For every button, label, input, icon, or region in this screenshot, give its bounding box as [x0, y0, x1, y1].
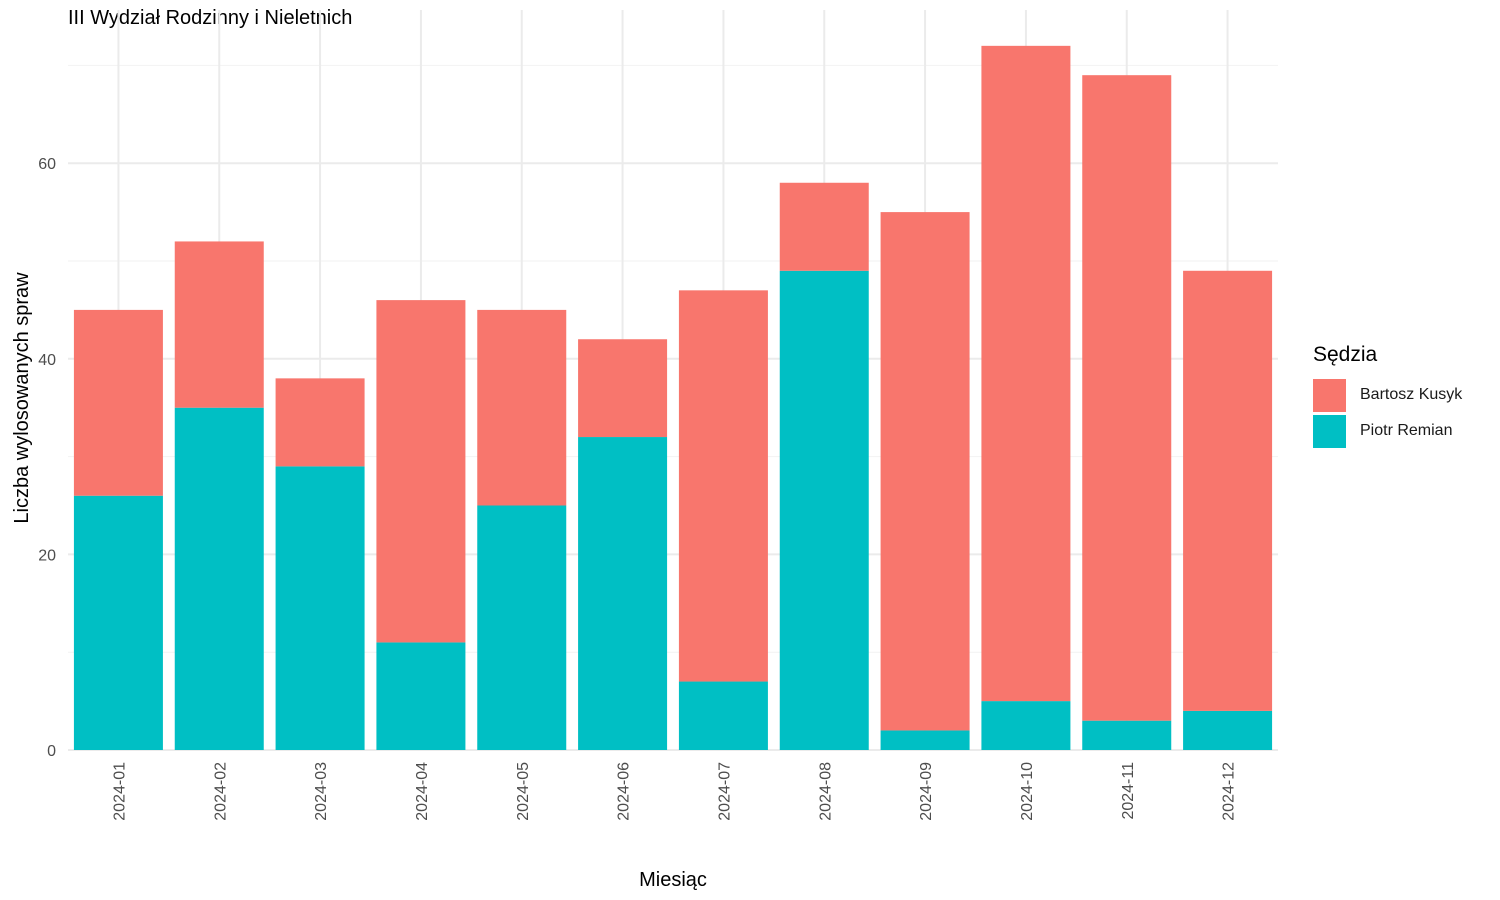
bar-segment-bartosz-kusyk	[1082, 75, 1172, 721]
bar-segment-bartosz-kusyk	[1183, 270, 1273, 711]
bar-segment-piotr-remian	[880, 730, 970, 750]
bar-segment-bartosz-kusyk	[477, 309, 567, 506]
bar-segment-piotr-remian	[981, 701, 1071, 750]
legend-label: Bartosz Kusyk	[1360, 386, 1463, 403]
bar-segment-piotr-remian	[275, 466, 365, 750]
y-axis: 0 20 40 60	[38, 156, 56, 760]
x-axis: 2024-01 2024-02 2024-03 2024-04 2024-05 2024-…	[111, 762, 1237, 821]
bar-segment-piotr-remian	[1082, 720, 1172, 750]
x-tick-label: 2024-12	[1221, 762, 1238, 821]
x-tick-label: 2024-08	[817, 762, 834, 821]
x-tick-label: 2024-07	[716, 762, 733, 821]
bars	[73, 45, 1273, 750]
legend-title: Sędzia	[1313, 343, 1378, 366]
x-tick-label: 2024-02	[212, 762, 229, 821]
y-tick-label: 0	[47, 743, 56, 760]
bar-segment-bartosz-kusyk	[376, 300, 466, 643]
bar-segment-bartosz-kusyk	[174, 241, 264, 408]
bar-segment-piotr-remian	[678, 681, 768, 750]
x-tick-label: 2024-11	[1120, 762, 1137, 820]
x-tick-label: 2024-03	[313, 762, 330, 821]
bar-segment-piotr-remian	[376, 642, 466, 750]
legend-item-bartosz-kusyk: Bartosz Kusyk	[1313, 377, 1462, 413]
bar-segment-bartosz-kusyk	[880, 212, 970, 731]
x-tick-label: 2024-05	[515, 762, 532, 821]
legend-swatch	[1313, 414, 1346, 448]
bar-segment-bartosz-kusyk	[275, 378, 365, 467]
legend-label: Piotr Remian	[1360, 422, 1453, 439]
legend: Sędzia Bartosz Kusyk Piotr Remian	[1313, 343, 1462, 449]
y-tick-label: 40	[38, 352, 56, 369]
bar-segment-bartosz-kusyk	[981, 45, 1071, 702]
legend-swatch	[1313, 378, 1346, 412]
bar-segment-piotr-remian	[73, 495, 163, 750]
bar-segment-piotr-remian	[1183, 710, 1273, 750]
x-axis-label: Miesiąc	[639, 869, 707, 891]
bar-segment-bartosz-kusyk	[578, 339, 668, 438]
legend-item-piotr-remian: Piotr Remian	[1313, 413, 1462, 449]
x-tick-label: 2024-06	[616, 762, 633, 821]
y-tick-label: 20	[38, 547, 56, 564]
chart-title: III Wydział Rodzinny i Nieletnich	[68, 7, 353, 29]
bar-segment-piotr-remian	[174, 407, 264, 750]
bar-segment-bartosz-kusyk	[678, 290, 768, 682]
x-tick-label: 2024-10	[1019, 762, 1036, 821]
y-axis-label: Liczba wylosowanych spraw	[11, 272, 33, 524]
bar-segment-piotr-remian	[578, 437, 668, 750]
x-tick-label: 2024-09	[918, 762, 935, 821]
bar-segment-bartosz-kusyk	[73, 309, 163, 496]
x-tick-label: 2024-01	[111, 762, 128, 821]
bar-segment-bartosz-kusyk	[779, 182, 869, 271]
bar-segment-piotr-remian	[477, 505, 567, 750]
x-tick-label: 2024-04	[414, 762, 431, 821]
bar-segment-piotr-remian	[779, 270, 869, 750]
y-tick-label: 60	[38, 156, 56, 173]
